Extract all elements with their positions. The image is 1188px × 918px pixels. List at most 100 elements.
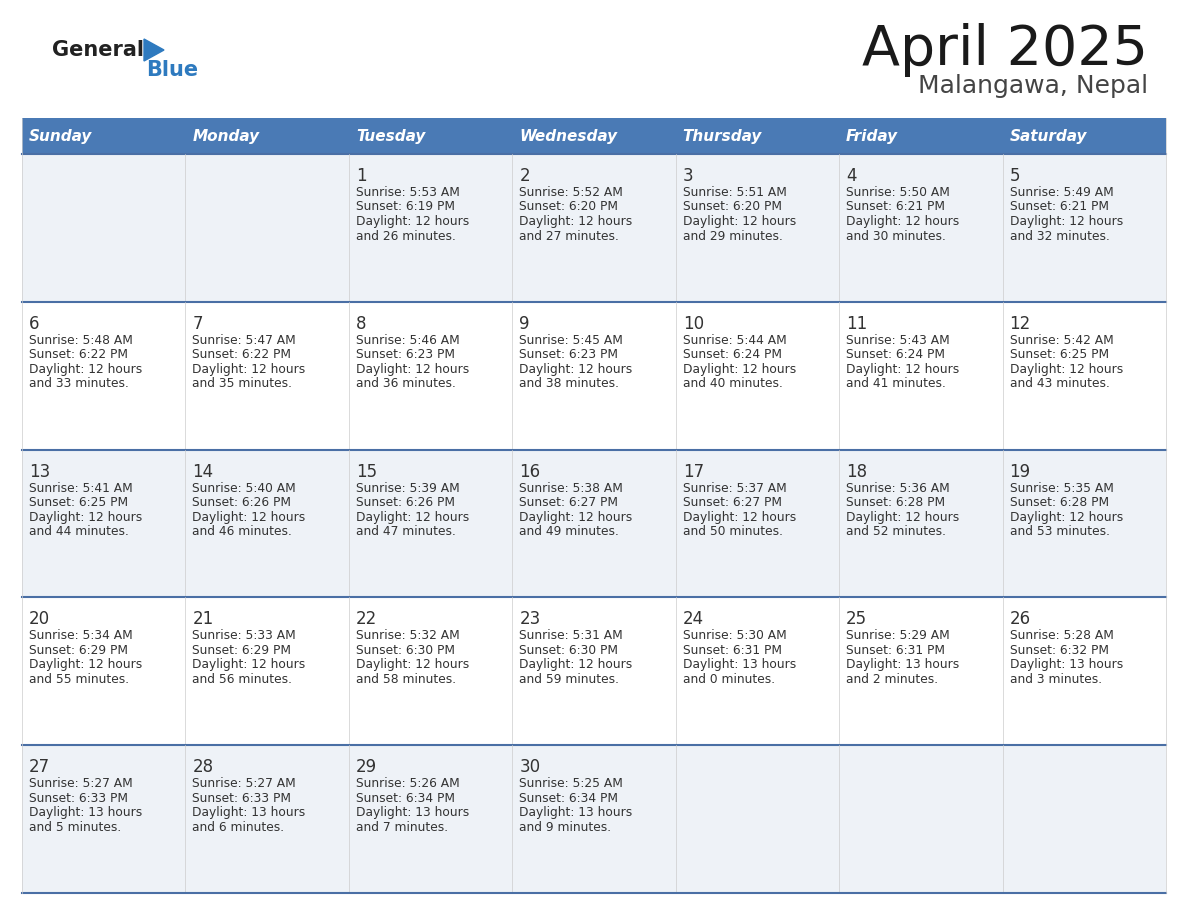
Text: April 2025: April 2025 (862, 23, 1148, 77)
Text: 7: 7 (192, 315, 203, 333)
Text: Daylight: 13 hours: Daylight: 13 hours (192, 806, 305, 819)
Text: 24: 24 (683, 610, 703, 629)
Text: Tuesday: Tuesday (356, 129, 425, 143)
Text: and 49 minutes.: and 49 minutes. (519, 525, 619, 538)
Text: 20: 20 (29, 610, 50, 629)
Text: and 47 minutes.: and 47 minutes. (356, 525, 456, 538)
Text: Sunset: 6:23 PM: Sunset: 6:23 PM (356, 348, 455, 362)
Text: 23: 23 (519, 610, 541, 629)
Text: Sunrise: 5:44 AM: Sunrise: 5:44 AM (683, 334, 786, 347)
Text: 8: 8 (356, 315, 366, 333)
Text: and 0 minutes.: and 0 minutes. (683, 673, 775, 686)
Text: Friday: Friday (846, 129, 898, 143)
Text: and 50 minutes.: and 50 minutes. (683, 525, 783, 538)
Bar (23, 450, 1165, 598)
Text: 19: 19 (1010, 463, 1031, 481)
Text: Daylight: 12 hours: Daylight: 12 hours (29, 363, 143, 375)
Text: Blue: Blue (146, 60, 198, 80)
Text: 22: 22 (356, 610, 377, 629)
Polygon shape (144, 39, 164, 61)
Text: Sunrise: 5:41 AM: Sunrise: 5:41 AM (29, 482, 133, 495)
Text: and 58 minutes.: and 58 minutes. (356, 673, 456, 686)
Text: Sunset: 6:19 PM: Sunset: 6:19 PM (356, 200, 455, 214)
Text: 26: 26 (1010, 610, 1031, 629)
Text: 10: 10 (683, 315, 703, 333)
Bar (23, 598, 1165, 745)
Bar (23, 302, 1165, 450)
Text: 29: 29 (356, 758, 377, 777)
Text: Daylight: 13 hours: Daylight: 13 hours (846, 658, 960, 671)
Text: Sunrise: 5:29 AM: Sunrise: 5:29 AM (846, 630, 950, 643)
Text: 15: 15 (356, 463, 377, 481)
Text: Daylight: 13 hours: Daylight: 13 hours (519, 806, 632, 819)
Text: Sunset: 6:29 PM: Sunset: 6:29 PM (29, 644, 128, 657)
Text: Daylight: 12 hours: Daylight: 12 hours (192, 658, 305, 671)
Text: Sunset: 6:27 PM: Sunset: 6:27 PM (683, 496, 782, 509)
Text: Daylight: 12 hours: Daylight: 12 hours (356, 510, 469, 523)
Text: Sunset: 6:30 PM: Sunset: 6:30 PM (519, 644, 618, 657)
Text: Sunset: 6:23 PM: Sunset: 6:23 PM (519, 348, 618, 362)
Text: Sunset: 6:34 PM: Sunset: 6:34 PM (356, 791, 455, 805)
Text: and 6 minutes.: and 6 minutes. (192, 821, 285, 834)
Text: and 7 minutes.: and 7 minutes. (356, 821, 448, 834)
Text: Sunrise: 5:43 AM: Sunrise: 5:43 AM (846, 334, 950, 347)
Text: Daylight: 12 hours: Daylight: 12 hours (356, 658, 469, 671)
Text: and 27 minutes.: and 27 minutes. (519, 230, 619, 242)
Text: Daylight: 12 hours: Daylight: 12 hours (356, 215, 469, 228)
Text: Daylight: 12 hours: Daylight: 12 hours (1010, 510, 1123, 523)
Text: Sunset: 6:21 PM: Sunset: 6:21 PM (846, 200, 946, 214)
Text: and 33 minutes.: and 33 minutes. (29, 377, 128, 390)
Text: Sunset: 6:22 PM: Sunset: 6:22 PM (29, 348, 128, 362)
Text: Saturday: Saturday (1010, 129, 1087, 143)
Text: Sunrise: 5:38 AM: Sunrise: 5:38 AM (519, 482, 624, 495)
Text: Sunrise: 5:27 AM: Sunrise: 5:27 AM (192, 778, 296, 790)
Text: and 36 minutes.: and 36 minutes. (356, 377, 456, 390)
Text: and 30 minutes.: and 30 minutes. (846, 230, 946, 242)
Text: and 2 minutes.: and 2 minutes. (846, 673, 939, 686)
Text: 6: 6 (29, 315, 39, 333)
Text: Sunset: 6:20 PM: Sunset: 6:20 PM (519, 200, 618, 214)
Text: Sunset: 6:30 PM: Sunset: 6:30 PM (356, 644, 455, 657)
Text: Sunset: 6:26 PM: Sunset: 6:26 PM (192, 496, 291, 509)
Text: Daylight: 12 hours: Daylight: 12 hours (519, 510, 632, 523)
Text: Wednesday: Wednesday (519, 129, 618, 143)
Text: Sunday: Sunday (29, 129, 93, 143)
Text: 27: 27 (29, 758, 50, 777)
Text: Daylight: 13 hours: Daylight: 13 hours (683, 658, 796, 671)
Text: Sunset: 6:20 PM: Sunset: 6:20 PM (683, 200, 782, 214)
Text: Daylight: 12 hours: Daylight: 12 hours (1010, 215, 1123, 228)
Text: 9: 9 (519, 315, 530, 333)
Text: Sunset: 6:29 PM: Sunset: 6:29 PM (192, 644, 291, 657)
Text: Sunrise: 5:52 AM: Sunrise: 5:52 AM (519, 186, 624, 199)
Text: 3: 3 (683, 167, 694, 185)
Text: and 3 minutes.: and 3 minutes. (1010, 673, 1101, 686)
Text: and 59 minutes.: and 59 minutes. (519, 673, 619, 686)
Text: Sunrise: 5:49 AM: Sunrise: 5:49 AM (1010, 186, 1113, 199)
Text: and 5 minutes.: and 5 minutes. (29, 821, 121, 834)
Text: 2: 2 (519, 167, 530, 185)
Text: Sunset: 6:25 PM: Sunset: 6:25 PM (1010, 348, 1108, 362)
Bar (23, 154, 1165, 302)
Text: Sunrise: 5:31 AM: Sunrise: 5:31 AM (519, 630, 623, 643)
Text: Sunset: 6:28 PM: Sunset: 6:28 PM (846, 496, 946, 509)
Text: Sunrise: 5:42 AM: Sunrise: 5:42 AM (1010, 334, 1113, 347)
Text: Daylight: 12 hours: Daylight: 12 hours (683, 215, 796, 228)
Text: 11: 11 (846, 315, 867, 333)
Text: and 52 minutes.: and 52 minutes. (846, 525, 946, 538)
Text: Sunrise: 5:28 AM: Sunrise: 5:28 AM (1010, 630, 1113, 643)
Text: Sunset: 6:26 PM: Sunset: 6:26 PM (356, 496, 455, 509)
Text: Sunrise: 5:46 AM: Sunrise: 5:46 AM (356, 334, 460, 347)
Text: 4: 4 (846, 167, 857, 185)
Text: Sunrise: 5:39 AM: Sunrise: 5:39 AM (356, 482, 460, 495)
Text: Sunrise: 5:48 AM: Sunrise: 5:48 AM (29, 334, 133, 347)
Text: Sunrise: 5:47 AM: Sunrise: 5:47 AM (192, 334, 296, 347)
Text: Daylight: 12 hours: Daylight: 12 hours (519, 658, 632, 671)
Text: Daylight: 13 hours: Daylight: 13 hours (29, 806, 143, 819)
Text: Daylight: 12 hours: Daylight: 12 hours (29, 510, 143, 523)
Text: Daylight: 12 hours: Daylight: 12 hours (846, 510, 960, 523)
Text: Daylight: 12 hours: Daylight: 12 hours (846, 215, 960, 228)
Text: and 43 minutes.: and 43 minutes. (1010, 377, 1110, 390)
Text: Daylight: 12 hours: Daylight: 12 hours (192, 363, 305, 375)
Text: Sunrise: 5:33 AM: Sunrise: 5:33 AM (192, 630, 296, 643)
Text: and 38 minutes.: and 38 minutes. (519, 377, 619, 390)
